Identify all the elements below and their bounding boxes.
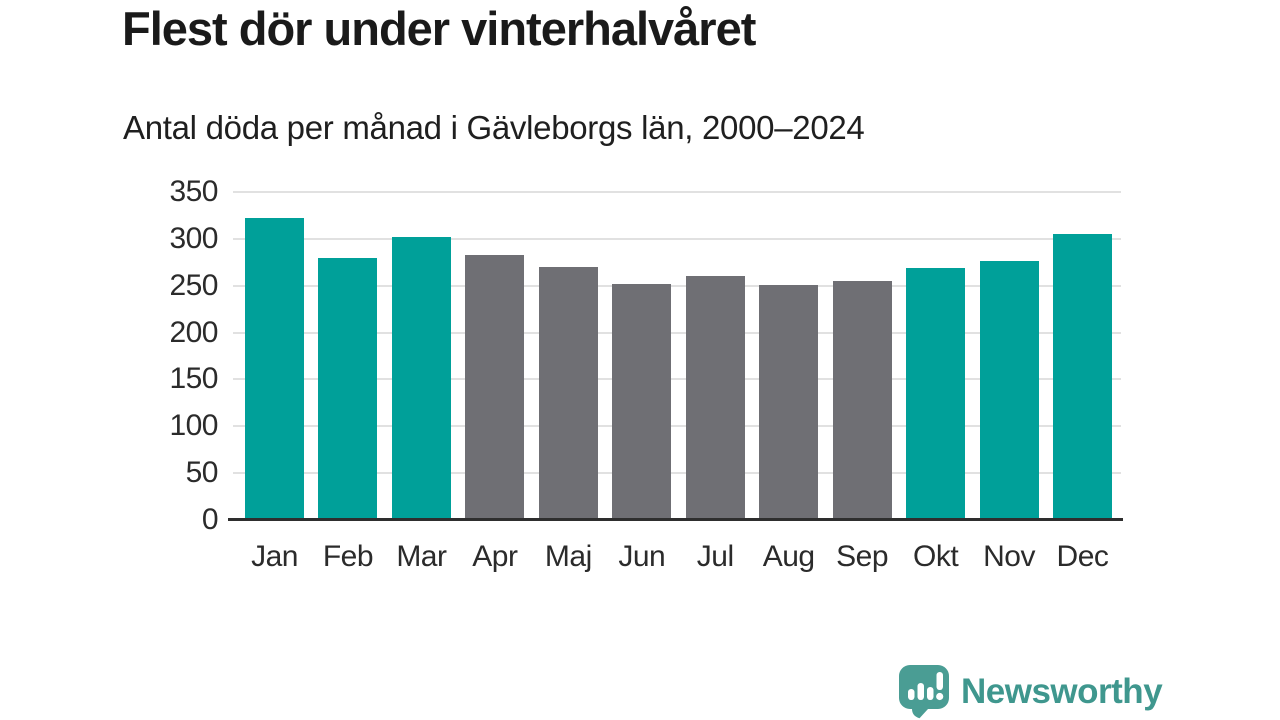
y-tick-label-50: 50 xyxy=(185,456,219,490)
x-label-jan: Jan xyxy=(251,540,298,573)
bar-mar xyxy=(391,236,451,520)
bar-nov xyxy=(979,261,1039,520)
bar-okt xyxy=(906,267,966,520)
gridline-50 xyxy=(233,472,1121,475)
x-label-jun: Jun xyxy=(618,540,666,573)
x-label-aug: Aug xyxy=(762,540,815,573)
gridline-100 xyxy=(233,425,1121,428)
gridline-250 xyxy=(233,284,1121,287)
x-label-jul: Jul xyxy=(696,540,734,573)
plot-area xyxy=(228,191,1123,521)
gridline-150 xyxy=(233,378,1121,381)
gridline-200 xyxy=(233,331,1121,334)
bar-aug xyxy=(759,284,819,520)
bar-dec xyxy=(1052,234,1112,520)
x-label-feb: Feb xyxy=(322,540,374,573)
newsworthy-icon xyxy=(899,665,949,719)
newsworthy-wordmark: Newsworthy xyxy=(961,671,1163,711)
x-label-nov: Nov xyxy=(983,540,1035,573)
y-tick-label-350: 350 xyxy=(169,175,218,208)
bar-maj xyxy=(538,266,598,520)
bar-jan xyxy=(245,218,304,520)
newsworthy-logo: Newsworthy xyxy=(898,664,1163,719)
x-label-sep: Sep xyxy=(836,540,889,573)
x-label-apr: Apr xyxy=(472,540,518,573)
y-tick-label-200: 200 xyxy=(169,315,218,349)
gridline-350 xyxy=(233,191,1121,193)
x-label-maj: Maj xyxy=(544,540,592,573)
chart-subtitle: Antal döda per månad i Gävleborgs län, 2… xyxy=(123,109,865,146)
bar-jun xyxy=(612,283,672,520)
x-label-okt: Okt xyxy=(912,540,959,573)
gridline-300 xyxy=(233,237,1121,240)
chart-title: Flest dör under vinterhalvåret xyxy=(122,2,756,55)
x-axis-labels: Jan Feb Mar Apr Maj Jun Jul Aug Sep Okt Nov Dec xyxy=(233,540,1121,573)
y-axis-tick-labels: 0 50 100 150 200 250 300 350 xyxy=(118,177,219,535)
x-label-dec: Dec xyxy=(1056,540,1109,573)
y-tick-label-100: 100 xyxy=(169,409,218,443)
x-label-mar: Mar xyxy=(396,540,447,573)
y-tick-label-250: 250 xyxy=(169,268,218,302)
bar-sep xyxy=(832,281,892,520)
bar-jul xyxy=(685,276,745,520)
y-tick-label-0: 0 xyxy=(201,503,219,536)
y-tick-label-150: 150 xyxy=(169,362,218,396)
bar-series xyxy=(233,192,1121,520)
bar-feb xyxy=(318,257,378,520)
y-tick-label-300: 300 xyxy=(169,221,218,255)
x-axis-line xyxy=(228,518,1123,521)
bar-apr xyxy=(465,254,525,520)
